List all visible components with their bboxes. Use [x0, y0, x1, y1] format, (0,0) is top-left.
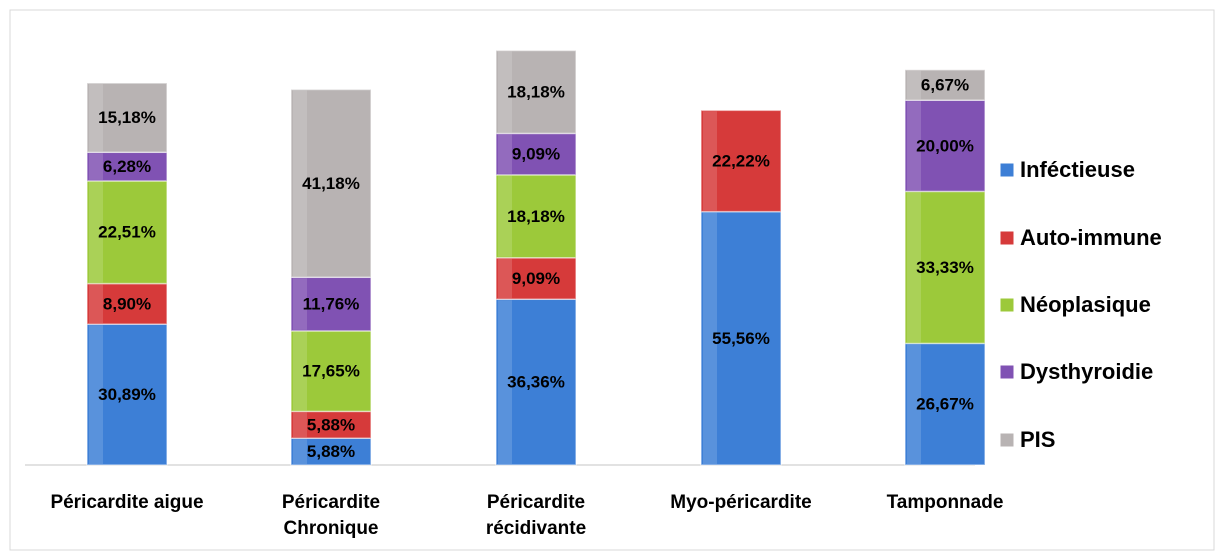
bar-segment [495, 49, 577, 135]
bar-highlight [907, 344, 921, 464]
legend-label: PIS [1020, 427, 1055, 452]
bar-highlight [703, 212, 717, 464]
bar-highlight [293, 278, 307, 330]
bar-segment [700, 210, 782, 466]
bar-segment [495, 298, 577, 466]
bar-highlight [498, 300, 512, 464]
data-label: 11,76% [303, 295, 360, 314]
bar-segment [495, 174, 577, 259]
data-label: 33,33% [916, 258, 974, 277]
bar-segment [290, 276, 372, 332]
bar-highlight [907, 70, 921, 100]
bar-segment [700, 109, 782, 213]
legend-label: Néoplasique [1020, 292, 1151, 317]
bar-highlight [293, 412, 307, 438]
data-label: 17,65% [302, 362, 360, 381]
bar-highlight [293, 439, 307, 464]
x-tick-label: Tamponnade [886, 492, 1004, 513]
data-label: 8,90% [103, 294, 151, 313]
bar-highlight [293, 90, 307, 277]
bar-highlight [293, 331, 307, 411]
bar-segment [86, 180, 168, 285]
data-label: 55,56% [712, 329, 770, 348]
x-tick-label: Myo-péricardite [670, 492, 812, 513]
data-label: 6,28% [103, 157, 151, 176]
data-label: 20,00% [916, 136, 974, 155]
legend-label: Dysthyroidie [1020, 359, 1153, 384]
data-label: 30,89% [98, 385, 156, 404]
bar-segment [290, 330, 372, 413]
data-label: 18,18% [507, 82, 565, 101]
data-label: 5,88% [307, 442, 355, 461]
bar-segment [904, 342, 986, 466]
bar-highlight [703, 111, 717, 211]
legend-swatch [999, 230, 1015, 246]
bar-segment [86, 82, 168, 154]
bar-highlight [907, 192, 921, 343]
data-label: 18,18% [507, 207, 565, 226]
data-label: 41,18% [302, 174, 360, 193]
data-label: 22,22% [712, 151, 770, 170]
bar-highlight [89, 284, 103, 324]
data-label: 9,09% [512, 145, 560, 164]
data-label: 5,88% [307, 415, 355, 434]
data-label: 26,67% [916, 395, 974, 414]
x-tick-label: Péricardite récidivante [485, 492, 587, 539]
legend-swatch [999, 162, 1015, 178]
bar-highlight [89, 325, 103, 464]
bar-highlight [89, 181, 103, 283]
legend-swatch [999, 432, 1015, 448]
x-tick-label: Péricardite Chronique [281, 492, 381, 539]
frame [9, 9, 1215, 551]
bar-segment [86, 282, 168, 325]
data-label: 15,18% [98, 108, 156, 127]
bar-highlight [498, 51, 512, 133]
legend-swatch [999, 297, 1015, 313]
legend-label: Auto-immune [1020, 225, 1162, 250]
bar-segment [290, 88, 372, 279]
bar-highlight [907, 101, 921, 191]
bar-segment [904, 69, 986, 101]
bar-segment [290, 410, 372, 439]
data-label: 9,09% [512, 269, 560, 288]
x-tick-label: Péricardite aigue [50, 492, 204, 513]
data-label: 6,67% [921, 75, 969, 94]
data-label: 22,51% [98, 223, 156, 242]
bar-highlight [89, 84, 103, 152]
bar-highlight [498, 175, 512, 257]
bar-highlight [498, 134, 512, 174]
legend-swatch [999, 364, 1015, 380]
bar-highlight [89, 153, 103, 180]
data-label: 36,36% [507, 373, 565, 392]
bar-segment [290, 437, 372, 466]
bar-segment [86, 323, 168, 466]
bar-highlight [498, 258, 512, 299]
legend-label: Inféctieuse [1020, 157, 1135, 182]
